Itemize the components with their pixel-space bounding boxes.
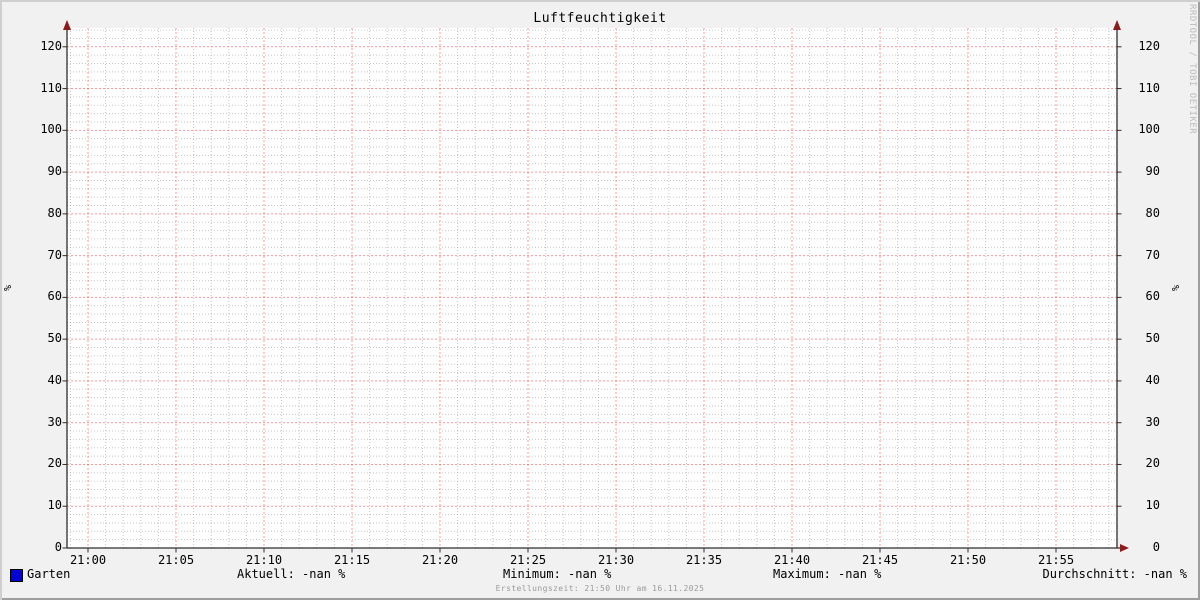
x-axis-label: 21:10 <box>245 553 283 567</box>
y-axis-label-right: 30 <box>1145 415 1160 429</box>
y-axis-label-left: 110 <box>40 81 62 95</box>
legend-series-label: Garten <box>27 567 71 581</box>
y-axis-unit-right: % <box>1171 284 1182 292</box>
y-axis-label-right: 70 <box>1145 248 1160 262</box>
legend-stat-average: Durchschnitt: -nan % <box>1042 567 1188 581</box>
y-axis-label-left: 90 <box>47 164 62 178</box>
y-axis-label-right: 20 <box>1145 456 1160 470</box>
y-axis-label-right: 80 <box>1145 206 1160 220</box>
legend-stat-maximum: Maximum: -nan % <box>773 567 882 581</box>
y-axis-label-right: 10 <box>1145 498 1160 512</box>
x-axis-label: 21:05 <box>157 553 195 567</box>
y-axis-label-right: 90 <box>1145 164 1160 178</box>
y-axis-label-right: 50 <box>1145 331 1160 345</box>
y-axis-label-left: 40 <box>47 373 62 387</box>
legend-swatch-garten <box>10 569 23 582</box>
x-axis-label: 21:50 <box>949 553 987 567</box>
x-axis-label: 21:00 <box>69 553 107 567</box>
y-axis-label-left: 100 <box>40 122 62 136</box>
x-axis-label: 21:30 <box>597 553 635 567</box>
legend: Garten Aktuell: -nan % Minimum: -nan % M… <box>0 568 1200 582</box>
legend-stat-minimum: Minimum: -nan % <box>503 567 612 581</box>
y-axis-label-right: 0 <box>1152 540 1160 554</box>
y-axis-label-left: 50 <box>47 331 62 345</box>
chart-title: Luftfeuchtigkeit <box>533 11 667 26</box>
y-axis-label-right: 110 <box>1138 81 1160 95</box>
y-axis-label-left: 10 <box>47 498 62 512</box>
y-axis-label-left: 0 <box>54 540 62 554</box>
x-axis-label: 21:20 <box>421 553 459 567</box>
y-axis-label-right: 40 <box>1145 373 1160 387</box>
y-axis-label-left: 20 <box>47 456 62 470</box>
y-axis-label-left: 80 <box>47 206 62 220</box>
legend-stat-current: Aktuell: -nan % <box>237 567 346 581</box>
x-axis-label: 21:40 <box>773 553 811 567</box>
x-axis-label: 21:35 <box>685 553 723 567</box>
y-axis-label-left: 120 <box>40 39 62 53</box>
rrdtool-watermark: RRDTOOL / TOBI OETIKER <box>1187 4 1197 135</box>
x-axis-label: 21:25 <box>509 553 547 567</box>
y-axis-label-right: 120 <box>1138 39 1160 53</box>
y-axis-label-left: 30 <box>47 415 62 429</box>
y-axis-label-left: 70 <box>47 248 62 262</box>
y-axis-label-right: 60 <box>1145 289 1160 303</box>
y-axis-label-right: 100 <box>1138 122 1160 136</box>
x-axis-label: 21:15 <box>333 553 371 567</box>
y-axis-unit-left: % <box>3 284 14 292</box>
y-axis-label-left: 60 <box>47 289 62 303</box>
x-axis-label: 21:55 <box>1037 553 1075 567</box>
creation-timestamp: Erstellungszeit: 21:50 Uhr am 16.11.2025 <box>495 584 705 593</box>
x-axis-label: 21:45 <box>861 553 899 567</box>
